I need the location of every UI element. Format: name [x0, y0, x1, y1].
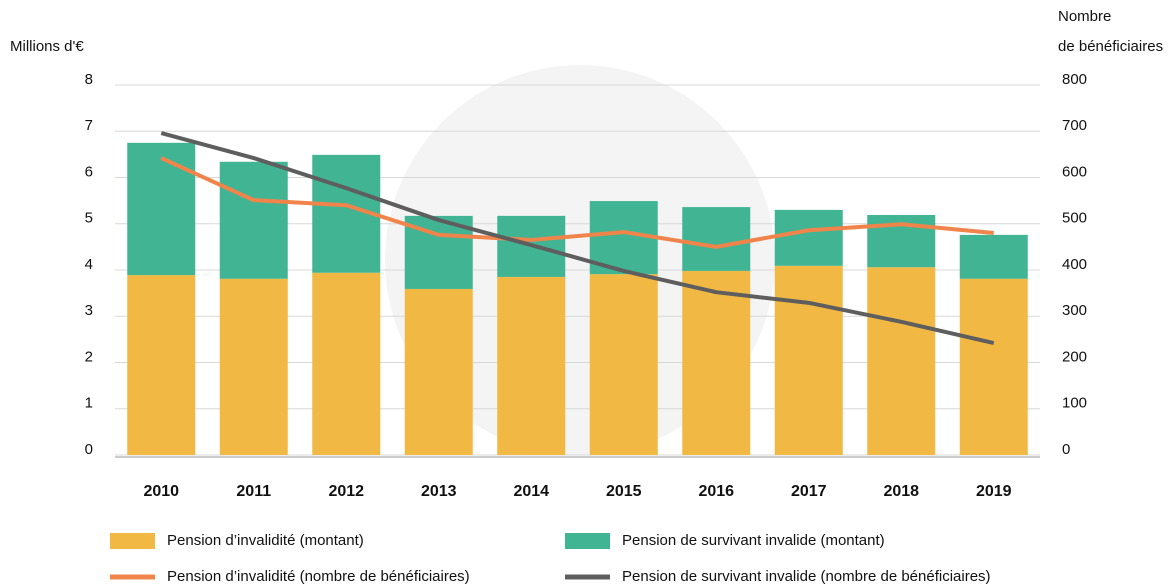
- line-series: [160, 131, 995, 346]
- y2-tick-label: 100: [1062, 395, 1087, 412]
- bar: [959, 234, 1028, 279]
- y2-tick-label: 300: [1062, 302, 1087, 319]
- legend-label: Pension d’invalidité (nombre de bénéfici…: [167, 568, 470, 585]
- y2-tick-label: 600: [1062, 163, 1087, 180]
- legend-swatch: [110, 533, 155, 549]
- bar: [497, 276, 566, 455]
- bar: [774, 265, 843, 455]
- y2-tick-label: 400: [1062, 256, 1087, 273]
- y2-tick-label: 800: [1062, 71, 1087, 88]
- y2-axis-title: Nombre: [1058, 8, 1111, 25]
- bar: [127, 275, 196, 455]
- legend-label: Pension d’invalidité (montant): [167, 532, 364, 549]
- bar: [127, 142, 196, 276]
- x-tick-label: 2015: [606, 483, 642, 500]
- legend-swatch: [565, 533, 610, 549]
- y-tick-label: 1: [85, 395, 93, 412]
- bar: [219, 161, 288, 279]
- x-tick-label: 2018: [883, 483, 919, 500]
- bar: [774, 209, 843, 266]
- y2-tick-label: 0: [1062, 441, 1070, 458]
- y-tick-label: 0: [85, 441, 93, 458]
- x-tick-label: 2011: [236, 483, 271, 500]
- y-tick-label: 6: [85, 163, 93, 180]
- x-tick-label: 2012: [328, 483, 364, 500]
- y-tick-label: 5: [85, 210, 93, 227]
- y-tick-label: 4: [85, 256, 93, 273]
- bar: [219, 278, 288, 455]
- legend-label: Pension de survivant invalide (nombre de…: [622, 568, 991, 585]
- x-tick-label: 2017: [791, 483, 827, 500]
- bar: [312, 272, 381, 455]
- y-axis-title: Millions d'€: [10, 38, 84, 55]
- bar: [682, 270, 751, 455]
- bar: [404, 288, 473, 455]
- y-tick-label: 7: [85, 117, 93, 134]
- y-tick-label: 8: [85, 71, 93, 88]
- y2-tick-label: 200: [1062, 348, 1087, 365]
- x-tick-label: 2019: [976, 483, 1012, 500]
- x-tick-label: 2013: [421, 483, 457, 500]
- bar: [959, 278, 1028, 455]
- y2-axis-title: de bénéficiaires: [1058, 38, 1163, 55]
- x-tick-label: 2010: [143, 483, 179, 500]
- y2-tick-label: 700: [1062, 117, 1087, 134]
- legend-label: Pension de survivant invalide (montant): [622, 532, 885, 549]
- bar: [682, 207, 751, 271]
- x-tick-label: 2016: [698, 483, 734, 500]
- y-tick-label: 2: [85, 348, 93, 365]
- line-series: [160, 156, 994, 249]
- x-tick-label: 2014: [513, 483, 549, 500]
- bar: [867, 267, 936, 455]
- y-tick-label: 3: [85, 302, 93, 319]
- y2-tick-label: 500: [1062, 210, 1087, 227]
- bar: [589, 274, 658, 455]
